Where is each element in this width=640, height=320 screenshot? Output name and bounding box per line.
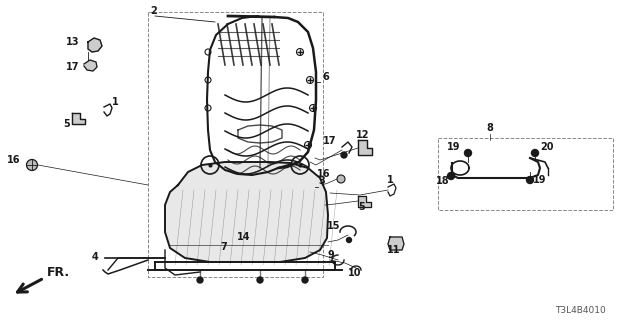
Text: 19: 19 [533, 175, 547, 185]
Text: 18: 18 [436, 176, 450, 186]
Text: 7: 7 [220, 242, 227, 252]
Text: 12: 12 [356, 130, 370, 140]
Text: 17: 17 [67, 62, 80, 72]
Polygon shape [358, 140, 372, 155]
Circle shape [447, 172, 454, 180]
Text: 8: 8 [486, 123, 493, 133]
Text: 15: 15 [326, 221, 340, 231]
Circle shape [341, 152, 347, 158]
Circle shape [257, 277, 263, 283]
Polygon shape [84, 60, 97, 71]
Text: 6: 6 [322, 72, 329, 82]
Text: 1: 1 [387, 175, 394, 185]
Text: 5: 5 [358, 202, 365, 212]
Text: 14: 14 [237, 232, 250, 242]
Text: 16: 16 [6, 155, 20, 165]
Polygon shape [388, 237, 404, 250]
Polygon shape [358, 196, 371, 207]
Circle shape [527, 177, 534, 183]
Circle shape [346, 237, 351, 243]
Circle shape [197, 277, 203, 283]
Text: FR.: FR. [47, 266, 70, 279]
Polygon shape [165, 162, 328, 262]
Text: 19: 19 [447, 142, 460, 152]
Polygon shape [88, 38, 102, 52]
Text: 13: 13 [67, 37, 80, 47]
Circle shape [26, 159, 38, 171]
Text: T3L4B4010: T3L4B4010 [555, 306, 605, 315]
Circle shape [531, 149, 538, 156]
Circle shape [337, 175, 345, 183]
Text: 10: 10 [348, 268, 362, 278]
Text: 3: 3 [318, 176, 324, 186]
Circle shape [302, 277, 308, 283]
Text: 5: 5 [63, 119, 70, 129]
Text: 16: 16 [317, 169, 330, 179]
Text: 1: 1 [112, 97, 119, 107]
Polygon shape [72, 113, 85, 124]
Text: 4: 4 [92, 252, 99, 262]
Text: 9: 9 [327, 250, 334, 260]
Text: 2: 2 [150, 6, 157, 16]
Text: 17: 17 [323, 136, 336, 146]
Text: 20: 20 [540, 142, 554, 152]
Circle shape [465, 149, 472, 156]
Text: 11: 11 [387, 245, 401, 255]
